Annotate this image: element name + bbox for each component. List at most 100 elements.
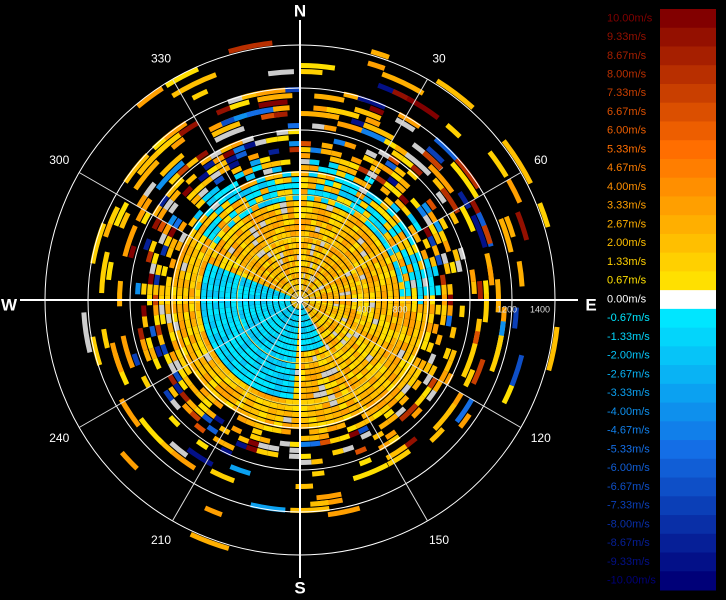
echo-cell (246, 106, 279, 118)
echo-cell (348, 316, 355, 322)
echo-cell (219, 344, 228, 353)
echo-cell (307, 410, 317, 417)
echo-cell (357, 306, 363, 311)
echo-cell (219, 247, 228, 256)
echo-cell (227, 95, 244, 105)
echo-cell (248, 226, 257, 234)
range-label: 1200 (497, 304, 517, 314)
echo-cell (343, 326, 350, 332)
echo-cell (194, 349, 204, 359)
echo-cell (306, 344, 311, 351)
echo-cell (245, 316, 252, 322)
echo-cell (368, 328, 376, 336)
echo-cell (365, 237, 374, 246)
echo-cell (213, 284, 220, 292)
echo-cell (309, 428, 319, 435)
spoke (78, 299, 301, 428)
echo-cell (363, 306, 369, 312)
echo-cell (273, 305, 280, 309)
echo-cell (383, 181, 395, 192)
echo-cell (452, 249, 461, 262)
echo-cell (339, 295, 345, 299)
echo-cell (344, 173, 355, 182)
echo-cell (321, 345, 327, 353)
echo-cell (309, 297, 315, 299)
echo-cell (193, 220, 203, 231)
echo-cell (307, 404, 316, 411)
echo-cell (193, 422, 206, 434)
echo-cell (310, 374, 317, 381)
echo-cell (255, 349, 263, 356)
echo-cell (191, 248, 200, 259)
echo-cell (359, 390, 369, 400)
echo-cell (365, 354, 374, 363)
echo-cell (421, 202, 432, 214)
echo-cell (183, 303, 189, 313)
echo-cell (292, 321, 296, 327)
echo-cell (218, 380, 229, 390)
colorbar-swatch (660, 365, 716, 385)
echo-cell (328, 317, 334, 322)
echo-cell (261, 274, 267, 280)
echo-cell (277, 220, 285, 227)
echo-cell (316, 415, 326, 422)
echo-cell (376, 325, 383, 333)
echo-cell (392, 309, 399, 318)
echo-cell (221, 224, 231, 234)
echo-cell (340, 407, 351, 416)
echo-cell (327, 326, 334, 333)
echo-cell (388, 362, 397, 373)
echo-cell (285, 283, 290, 289)
echo-cell (318, 209, 326, 216)
echo-cell (365, 149, 378, 159)
echo-cell (207, 368, 217, 379)
echo-cell (377, 244, 386, 253)
echo-cell (276, 340, 282, 347)
echo-cell (248, 250, 256, 258)
echo-cell (250, 284, 257, 289)
echo-cell (224, 190, 235, 200)
echo-cell (445, 315, 453, 327)
echo-cell (297, 285, 300, 291)
echo-cell (285, 301, 291, 303)
echo-cell (397, 231, 407, 241)
echo-cell (369, 292, 375, 298)
echo-cell (427, 353, 437, 365)
echo-cell (199, 386, 210, 398)
echo-cell (243, 354, 252, 363)
echo-cell (300, 237, 305, 243)
echo-cell (277, 274, 283, 280)
echo-cell (323, 351, 330, 358)
echo-cell (167, 226, 178, 238)
echo-cell (302, 309, 306, 315)
echo-cell (326, 306, 333, 311)
echo-cell (262, 322, 269, 328)
echo-cell (307, 189, 316, 196)
echo-cell (313, 397, 322, 404)
colorbar-swatch (660, 458, 716, 479)
echo-cell (383, 359, 393, 369)
echo-cell (285, 362, 292, 369)
echo-cell (303, 345, 308, 351)
echo-cell (343, 311, 350, 316)
echo-cell (319, 203, 328, 210)
echo-cell (345, 193, 355, 202)
echo-cell (238, 314, 245, 320)
echo-cell (312, 386, 320, 393)
echo-cell (250, 388, 260, 396)
echo-cell (316, 321, 322, 327)
echo-cell (352, 350, 361, 359)
colorbar-swatch (660, 571, 716, 591)
echo-cell (395, 406, 407, 418)
echo-cell (344, 350, 353, 358)
angle-label: 330 (151, 51, 171, 65)
echo-cell (256, 309, 262, 314)
echo-cell (262, 310, 269, 315)
echo-cell (315, 294, 321, 298)
echo-cell (227, 371, 236, 381)
echo-cell (252, 346, 259, 353)
echo-cell (143, 349, 152, 362)
echo-cell (279, 303, 285, 307)
echo-cell (380, 308, 387, 316)
echo-cell (397, 359, 407, 369)
